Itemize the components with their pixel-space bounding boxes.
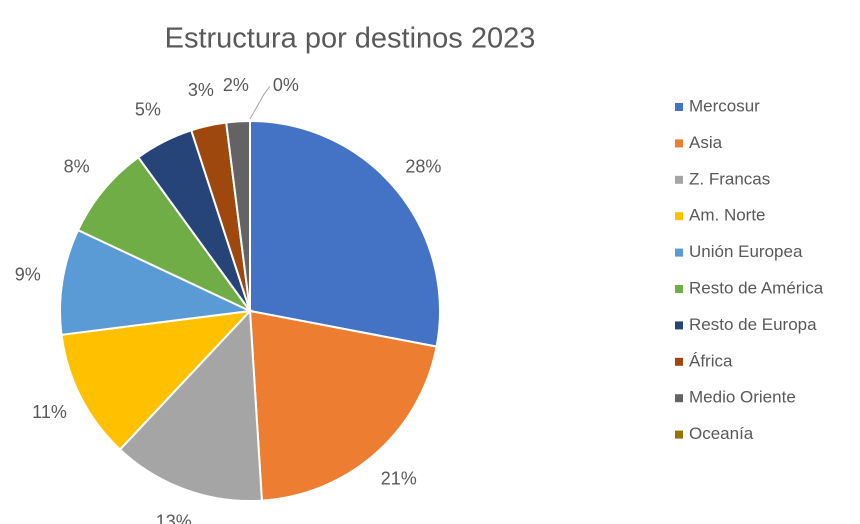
data-label: 11% <box>32 402 67 422</box>
legend-swatch <box>675 430 683 439</box>
data-label: 9% <box>15 265 41 285</box>
data-label: 0% <box>273 75 299 95</box>
legend-swatch <box>675 321 683 330</box>
legend-swatch <box>675 212 683 221</box>
pie-slice <box>118 308 263 502</box>
legend-swatch <box>675 394 683 403</box>
data-label: 2% <box>223 75 249 95</box>
data-label: 3% <box>188 80 214 100</box>
data-label: 21% <box>381 469 417 489</box>
legend-label: Mercosur <box>689 96 760 115</box>
legend-label: Resto de Europa <box>689 315 817 334</box>
chart-title: Estructura por destinos 2023 <box>165 23 536 55</box>
data-label: 5% <box>135 99 161 119</box>
pie-slice <box>249 119 441 348</box>
data-label: 8% <box>64 156 90 176</box>
legend-label: Am. Norte <box>689 206 766 225</box>
leader-line <box>249 86 271 120</box>
pie-slice <box>60 309 253 451</box>
legend-swatch <box>675 248 683 257</box>
legend-label: Unión Europea <box>689 242 803 261</box>
legend-label: Z. Francas <box>689 169 770 188</box>
legend-swatch <box>675 357 683 366</box>
legend-swatch <box>675 285 683 293</box>
pie-slice <box>248 309 438 502</box>
data-label: 13% <box>156 511 192 524</box>
legend-label: Asia <box>689 133 723 152</box>
legend-label: Oceanía <box>689 424 754 443</box>
legend-swatch <box>675 103 683 111</box>
legend-swatch <box>675 139 683 148</box>
legend-swatch <box>675 175 683 184</box>
data-label: 28% <box>405 156 441 176</box>
legend-label: Medio Oriente <box>689 388 796 407</box>
pie-slice <box>76 155 251 312</box>
legend-label: África <box>689 351 733 370</box>
pie-slice <box>59 228 254 336</box>
legend-label: Resto de América <box>689 278 824 297</box>
